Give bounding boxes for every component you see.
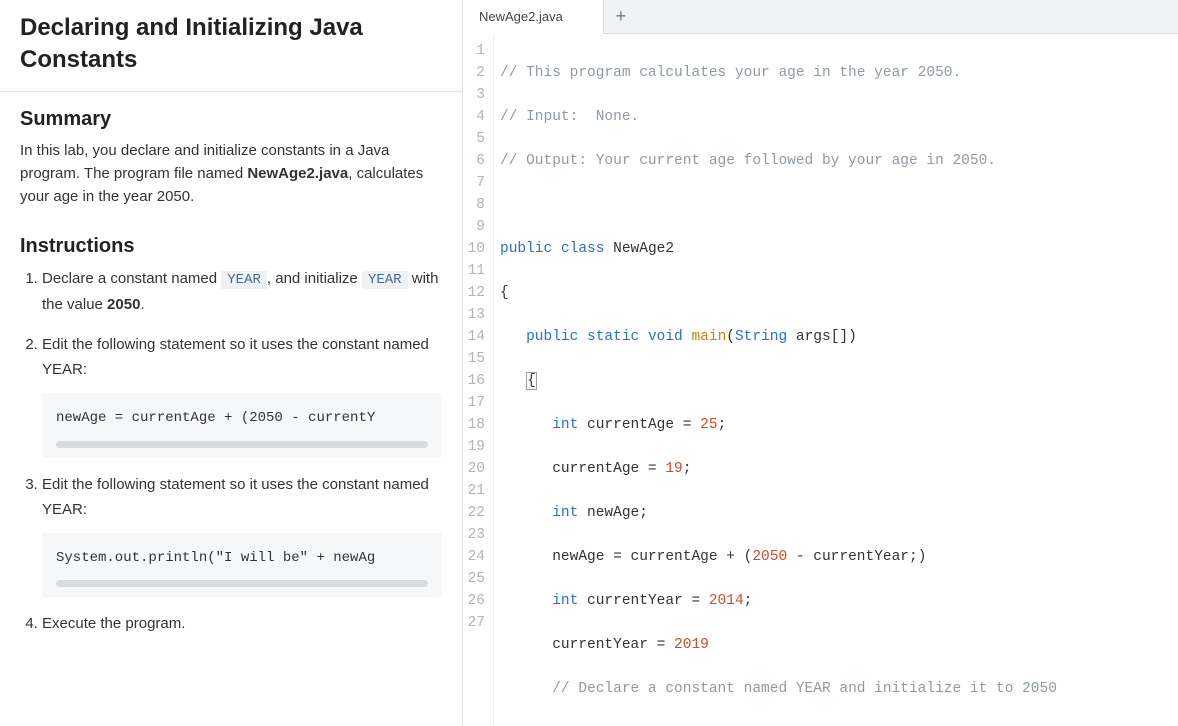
new-tab-button[interactable]: + <box>604 0 638 33</box>
title-block: Declaring and Initializing Java Constant… <box>0 0 462 92</box>
instr2-text: Edit the following statement so it uses … <box>42 336 429 379</box>
code-line-10: currentAge = 19; <box>500 458 1109 480</box>
line-number: 16 <box>463 370 485 392</box>
code-editor[interactable]: 1234567891011121314151617181920212223242… <box>463 34 1178 726</box>
tab-bar: NewAge2.java + <box>463 0 1178 34</box>
line-number: 18 <box>463 414 485 436</box>
tab-newage2[interactable]: NewAge2.java <box>463 0 604 34</box>
line-number: 8 <box>463 194 485 216</box>
line-number: 13 <box>463 304 485 326</box>
code-line-12: newAge = currentAge + (2050 - currentYea… <box>500 546 1109 568</box>
instructions-panel: Declaring and Initializing Java Constant… <box>0 0 463 726</box>
code-block-2: System.out.println("I will be" + newAg <box>42 533 442 598</box>
instr1-bold-2050: 2050 <box>107 296 140 313</box>
line-number: 9 <box>463 216 485 238</box>
code-block-1-scrollbar[interactable] <box>56 441 428 448</box>
instruction-1: Declare a constant named YEAR, and initi… <box>42 266 442 318</box>
code-block-2-content: System.out.println("I will be" + newAg <box>56 547 428 571</box>
code-line-14: currentYear = 2019 <box>500 634 1109 656</box>
code-line-2: // Input: None. <box>500 109 639 125</box>
code-line-11: int newAge; <box>500 502 1109 524</box>
code-line-3: // Output: Your current age followed by … <box>500 153 996 169</box>
code-line-13: int currentYear = 2014; <box>500 590 1109 612</box>
code-line-4 <box>500 194 1109 216</box>
plus-icon: + <box>616 6 627 27</box>
line-number: 11 <box>463 260 485 282</box>
line-number: 2 <box>463 62 485 84</box>
line-number: 20 <box>463 458 485 480</box>
summary-filename: NewAge2.java <box>247 165 348 182</box>
code-line-8: { <box>500 370 1109 392</box>
instr1-code-year-2: YEAR <box>362 271 408 289</box>
line-number: 26 <box>463 590 485 612</box>
line-number: 27 <box>463 612 485 634</box>
line-number: 12 <box>463 282 485 304</box>
instr4-text: Execute the program. <box>42 615 185 632</box>
line-number: 3 <box>463 84 485 106</box>
line-number: 25 <box>463 568 485 590</box>
line-number: 5 <box>463 128 485 150</box>
instructions-list: Declare a constant named YEAR, and initi… <box>0 266 462 661</box>
instruction-3: Edit the following statement so it uses … <box>42 472 442 598</box>
tab-label: NewAge2.java <box>479 9 563 24</box>
instructions-heading: Instructions <box>0 219 462 266</box>
instr1-code-year-1: YEAR <box>221 271 267 289</box>
instr1-text-a: Declare a constant named <box>42 270 221 287</box>
page-title: Declaring and Initializing Java Constant… <box>20 12 442 77</box>
code-line-6: { <box>500 282 1109 304</box>
code-line-5: public class NewAge2 <box>500 238 1109 260</box>
instr1-text-d: . <box>140 296 144 313</box>
line-number: 10 <box>463 238 485 260</box>
code-line-16 <box>500 722 1109 726</box>
line-number: 15 <box>463 348 485 370</box>
code-block-2-scrollbar[interactable] <box>56 580 428 587</box>
code-line-9: int currentAge = 25; <box>500 414 1109 436</box>
instr3-text: Edit the following statement so it uses … <box>42 476 429 519</box>
code-block-1: newAge = currentAge + (2050 - currentY <box>42 393 442 458</box>
code-line-15: // Declare a constant named YEAR and ini… <box>500 678 1109 700</box>
line-number: 14 <box>463 326 485 348</box>
code-block-1-content: newAge = currentAge + (2050 - currentY <box>56 407 428 431</box>
code-line-1: // This program calculates your age in t… <box>500 65 961 81</box>
summary-heading: Summary <box>0 92 462 139</box>
line-number: 24 <box>463 546 485 568</box>
line-number-gutter: 1234567891011121314151617181920212223242… <box>463 34 493 726</box>
summary-text: In this lab, you declare and initialize … <box>0 139 462 219</box>
instr1-text-b: , and initialize <box>267 270 362 287</box>
line-number: 17 <box>463 392 485 414</box>
line-number: 4 <box>463 106 485 128</box>
line-number: 22 <box>463 502 485 524</box>
code-line-7: public static void main(String args[]) <box>500 326 1109 348</box>
line-number: 7 <box>463 172 485 194</box>
editor-panel: NewAge2.java + 1234567891011121314151617… <box>463 0 1178 726</box>
instruction-2: Edit the following statement so it uses … <box>42 332 442 458</box>
instruction-4: Execute the program. <box>42 611 442 637</box>
line-number: 1 <box>463 40 485 62</box>
line-number: 19 <box>463 436 485 458</box>
line-number: 23 <box>463 524 485 546</box>
code-content[interactable]: // This program calculates your age in t… <box>493 34 1109 726</box>
line-number: 21 <box>463 480 485 502</box>
line-number: 6 <box>463 150 485 172</box>
